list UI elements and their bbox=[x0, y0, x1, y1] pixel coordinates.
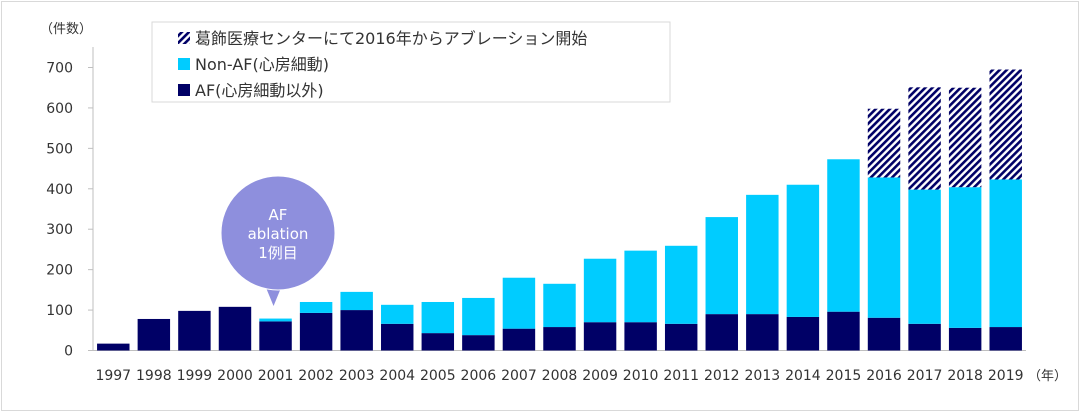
bar-segment-2018-s1 bbox=[948, 187, 982, 328]
callout-text: AF bbox=[269, 206, 288, 224]
bar-segment-2007-s0 bbox=[502, 328, 536, 351]
bar-segment-2017-s1 bbox=[908, 189, 941, 324]
bar-segment-2016-s2 bbox=[867, 108, 901, 178]
bar-segment-2011-s1 bbox=[664, 245, 698, 324]
bar-segment-2006-s0 bbox=[462, 335, 495, 351]
x-tick-label: 2015 bbox=[826, 368, 862, 384]
x-tick-label: 2017 bbox=[907, 368, 943, 384]
bar-segment-2001-s0 bbox=[259, 321, 292, 351]
callout-text: 1例目 bbox=[258, 244, 298, 262]
bar-segment-2005-s0 bbox=[421, 333, 455, 351]
x-tick-label: 2010 bbox=[623, 368, 659, 384]
bar-segment-2019-s2 bbox=[989, 69, 1022, 180]
x-tick-label: 2007 bbox=[501, 368, 537, 384]
x-tick-label: 2008 bbox=[542, 368, 578, 384]
bar-segment-2002-s0 bbox=[299, 312, 333, 351]
y-tick-label: 200 bbox=[46, 263, 73, 279]
x-tick-label: 2012 bbox=[704, 368, 740, 384]
legend-label: Non-AF(心房細動) bbox=[195, 55, 329, 74]
legend-box bbox=[151, 21, 671, 103]
x-tick-label: 2005 bbox=[420, 368, 456, 384]
bar-segment-2017-s2 bbox=[908, 87, 941, 190]
bar-segment-2017-s0 bbox=[908, 323, 941, 351]
x-tick-label: 2016 bbox=[866, 368, 902, 384]
y-tick-label: 0 bbox=[64, 344, 73, 360]
x-tick-label: 2009 bbox=[582, 368, 618, 384]
y-tick-label: 100 bbox=[46, 303, 73, 319]
bars bbox=[97, 69, 1022, 351]
x-tick-label: 2019 bbox=[988, 368, 1024, 384]
bar-segment-2013-s1 bbox=[746, 194, 779, 315]
legend-swatch bbox=[178, 32, 190, 44]
legend-label: AF(心房細動以外) bbox=[195, 81, 324, 100]
x-tick-label: 2003 bbox=[339, 368, 375, 384]
bar-segment-2012-s0 bbox=[705, 314, 738, 351]
callout-bubble bbox=[220, 175, 336, 291]
bar-segment-2012-s1 bbox=[705, 217, 738, 315]
y-tick-label: 700 bbox=[46, 61, 73, 77]
bar-segment-2010-s0 bbox=[624, 322, 657, 351]
bar-segment-2019-s0 bbox=[989, 327, 1022, 351]
bar-segment-2005-s1 bbox=[421, 301, 455, 334]
legend: 葛飾医療センターにて2016年からアブレーション開始 Non-AF(心房細動) AF… bbox=[151, 21, 671, 103]
x-tick-label: 2013 bbox=[745, 368, 781, 384]
bar-segment-2008-s1 bbox=[543, 283, 576, 328]
bar-segment-2014-s1 bbox=[786, 184, 820, 317]
bar-segment-1999-s0 bbox=[178, 310, 211, 351]
y-unit-label: （件数） bbox=[40, 22, 92, 37]
legend-label: 葛飾医療センターにて2016年からアブレーション開始 bbox=[195, 29, 587, 48]
x-tick-label: 2001 bbox=[258, 368, 294, 384]
bar-segment-2003-s0 bbox=[340, 310, 373, 351]
x-tick-label: 2018 bbox=[947, 368, 983, 384]
legend-swatch bbox=[178, 58, 190, 70]
bar-segment-2002-s1 bbox=[299, 301, 333, 313]
bar-segment-2011-s0 bbox=[664, 323, 698, 351]
bar-segment-2016-s1 bbox=[867, 177, 901, 318]
bar-segment-2008-s0 bbox=[543, 327, 576, 351]
x-tick-label: 2004 bbox=[379, 368, 415, 384]
bar-segment-2010-s1 bbox=[624, 250, 657, 323]
x-tick-labels: 1997 1998 1999 2000 2001 2002 2003 2004 2005 2006… bbox=[95, 368, 1023, 384]
x-tick-label: 2014 bbox=[785, 368, 821, 384]
x-tick-label: 1997 bbox=[95, 368, 131, 384]
bar-segment-2009-s0 bbox=[583, 322, 617, 351]
y-tick-label: 600 bbox=[46, 101, 73, 117]
bar-segment-2013-s0 bbox=[746, 314, 779, 351]
x-tick-label: 2000 bbox=[217, 368, 253, 384]
bar-segment-2018-s0 bbox=[948, 327, 982, 351]
x-tick-label: 2002 bbox=[298, 368, 334, 384]
x-tick-label: 2006 bbox=[461, 368, 497, 384]
x-unit-label: （年） bbox=[1028, 369, 1067, 384]
callout-text: ablation bbox=[248, 225, 309, 243]
bar-segment-2018-s2 bbox=[948, 87, 982, 188]
bar-segment-2007-s1 bbox=[502, 277, 536, 329]
bar-segment-2015-s1 bbox=[827, 159, 860, 312]
bar-segment-2006-s1 bbox=[462, 297, 495, 336]
y-tick-label: 300 bbox=[46, 222, 73, 238]
x-tick-label: 1999 bbox=[177, 368, 213, 384]
legend-swatch bbox=[178, 84, 190, 96]
bar-segment-2015-s0 bbox=[827, 311, 860, 351]
bar-segment-2016-s0 bbox=[867, 317, 901, 351]
bar-segment-2009-s1 bbox=[583, 258, 617, 323]
bar-segment-2003-s1 bbox=[340, 291, 373, 311]
y-tick-label: 500 bbox=[46, 141, 73, 157]
x-tick-label: 2011 bbox=[663, 368, 699, 384]
bar-segment-1998-s0 bbox=[137, 318, 171, 351]
bar-segment-1997-s0 bbox=[97, 343, 130, 351]
bar-segment-2001-s1 bbox=[259, 318, 292, 322]
bar-segment-2014-s0 bbox=[786, 316, 820, 351]
bar-segment-2004-s0 bbox=[381, 323, 414, 351]
bar-segment-2019-s1 bbox=[989, 179, 1022, 328]
y-tick-label: 400 bbox=[46, 182, 73, 198]
x-tick-label: 1998 bbox=[136, 368, 172, 384]
bar-segment-2000-s0 bbox=[218, 306, 252, 351]
bar-segment-2004-s1 bbox=[381, 304, 414, 324]
